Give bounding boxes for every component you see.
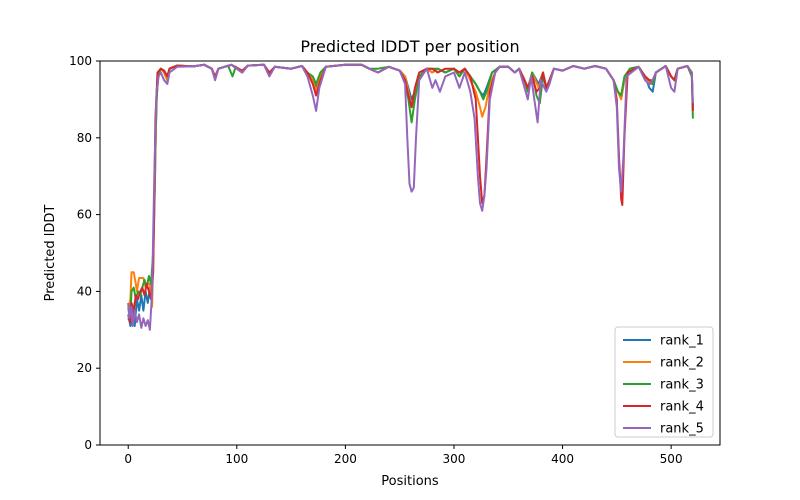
- plot-area: [127, 63, 694, 331]
- legend: rank_1 rank_2 rank_3 rank_4 rank_5: [614, 326, 714, 438]
- series-line-rank_5: [127, 63, 694, 331]
- legend-label-rank_5: rank_5: [660, 422, 704, 437]
- legend-box: [614, 326, 714, 438]
- y-axis-label: Predicted lDDT: [43, 205, 58, 302]
- legend-label-rank_2: rank_2: [660, 356, 704, 371]
- legend-label-rank_3: rank_3: [660, 378, 704, 393]
- x-axis-label: Positions: [381, 474, 439, 489]
- x-tick-label: 100: [225, 452, 248, 466]
- y-tick-label: 0: [84, 438, 92, 452]
- x-tick-label: 300: [443, 452, 466, 466]
- x-tick-label: 200: [334, 452, 357, 466]
- x-tick-label: 500: [660, 452, 683, 466]
- axes-frame: [99, 60, 721, 446]
- y-tick-label: 40: [77, 284, 92, 298]
- y-tick-label: 60: [77, 208, 92, 222]
- legend-label-rank_4: rank_4: [660, 400, 704, 415]
- x-tick-label: 400: [551, 452, 574, 466]
- y-tick-label: 100: [69, 54, 92, 68]
- axes: 0 100 200 300 400 500 0 20 40 60 80 100: [69, 54, 721, 466]
- legend-label-rank_1: rank_1: [660, 334, 704, 349]
- y-tick-label: 80: [77, 131, 92, 145]
- chart-title: Predicted lDDT per position: [300, 37, 519, 56]
- y-tick-label: 20: [77, 361, 92, 375]
- x-tick-label: 0: [124, 452, 132, 466]
